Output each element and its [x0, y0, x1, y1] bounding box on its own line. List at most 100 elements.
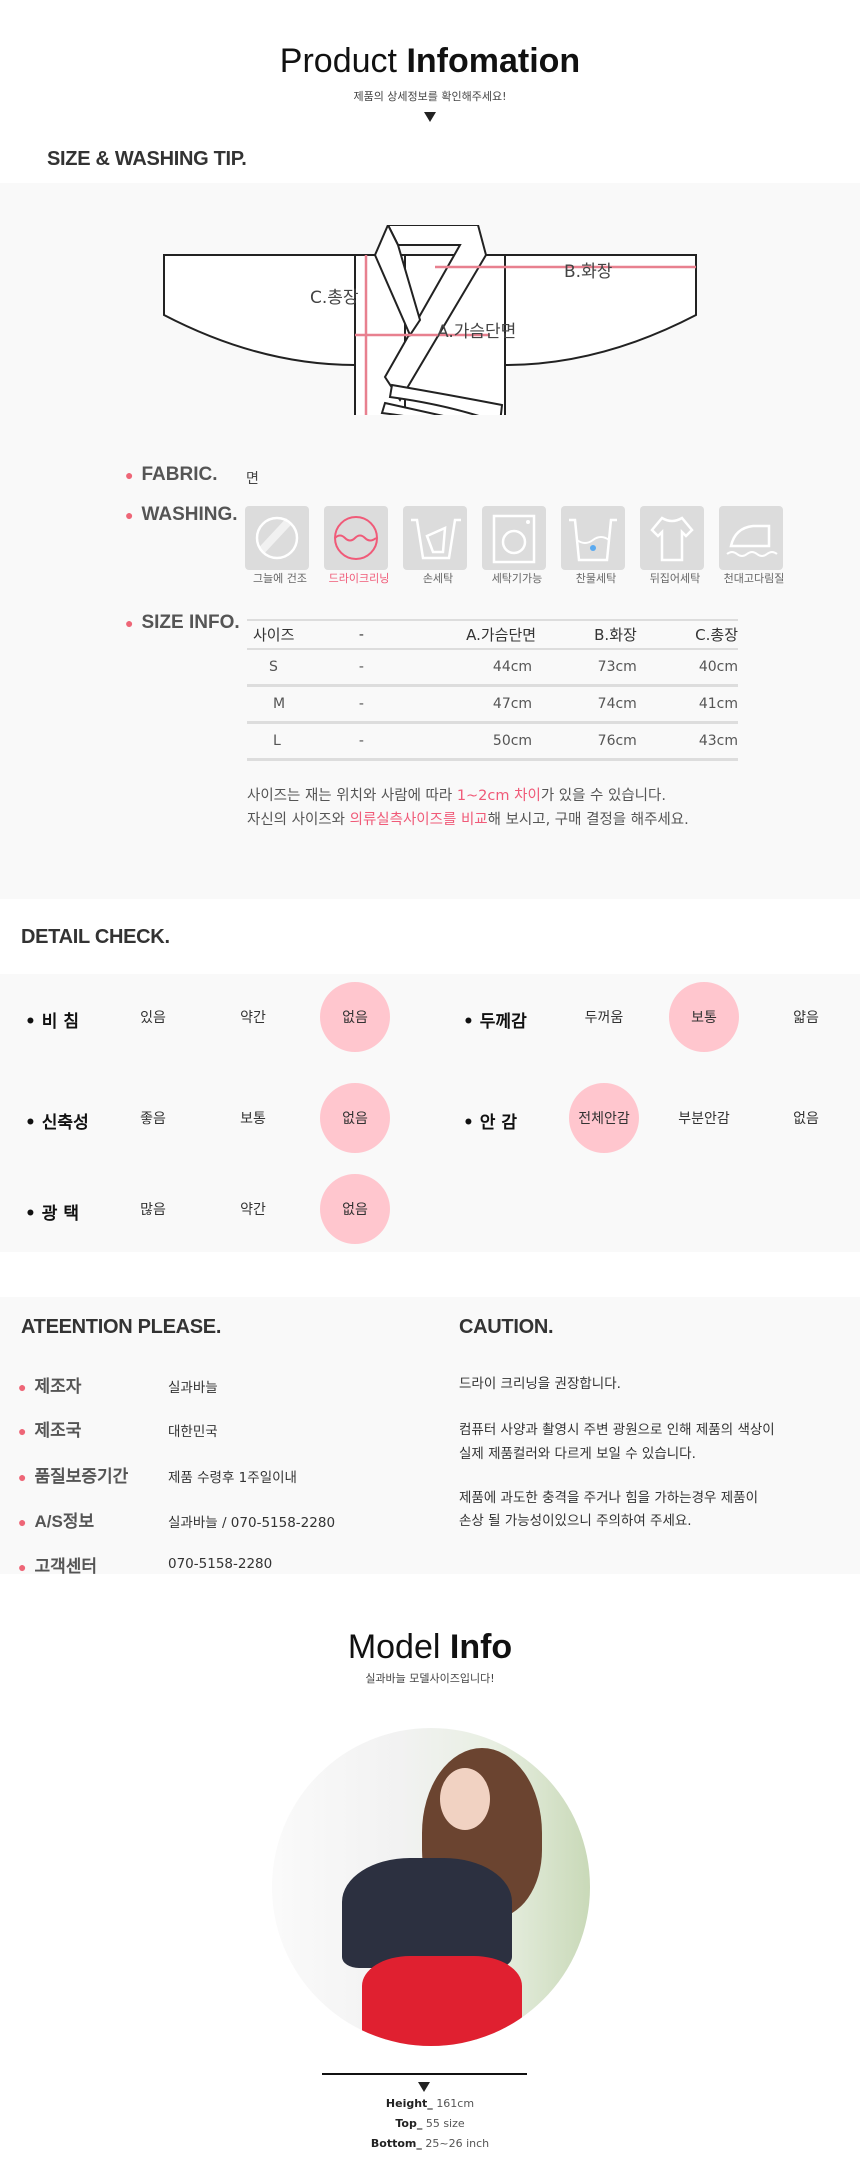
size-info-label-text: SIZE INFO. — [141, 612, 240, 633]
detail-option-text: 있음 — [140, 1010, 166, 1026]
caution-line: 드라이 크리닝을 권장합니다. — [459, 1376, 621, 1392]
table-cell: - — [358, 695, 364, 712]
washing-label: 세탁기가능 — [491, 572, 543, 585]
model-stat: Bottom_ 25~26 inch — [0, 2137, 860, 2150]
table-header-cell: - — [358, 626, 364, 643]
washing-label: ● WASHING. — [125, 504, 238, 526]
attention-label: ● 제조국 — [18, 1416, 81, 1441]
bullet-icon: • — [25, 1012, 42, 1032]
detail-label: • 비 침 — [25, 1007, 79, 1032]
table-cell: L — [273, 732, 281, 749]
washing-label: 찬물세탁 — [575, 572, 617, 585]
bullet-icon: ● — [125, 615, 134, 631]
bullet-icon: ● — [18, 1423, 27, 1439]
cold-wash: 찬물세탁 — [561, 506, 631, 586]
model-stat-value: 25~26 inch — [425, 2137, 490, 2150]
attention-label-text: A/S정보 — [34, 1512, 95, 1531]
detail-option: 약간 — [218, 1174, 288, 1244]
washing-machine: 세탁기가능 — [482, 506, 552, 586]
model-stat-key: Top_ — [395, 2117, 423, 2130]
model-jacket — [342, 1858, 512, 1968]
detail-option-selected: 전체안감 — [569, 1083, 639, 1153]
washing-machine-icon — [482, 506, 546, 570]
caution-line: 제품에 과도한 충격을 주거나 힘을 가하는경우 제품이 — [459, 1490, 758, 1506]
washing-label: 드라이크리닝 — [328, 572, 390, 585]
table-header-cell: A.가슴단면 — [466, 626, 537, 644]
table-header: 사이즈 - A.가슴단면 B.화장 C.총장 — [247, 620, 738, 649]
detail-label: • 신축성 — [25, 1108, 89, 1133]
table-cell: 41cm — [698, 695, 738, 712]
bullet-icon: • — [463, 1012, 480, 1032]
cloth-iron: 천대고다림질 — [719, 506, 789, 586]
dry-clean-icon — [324, 506, 388, 570]
detail-option-selected: 없음 — [320, 1083, 390, 1153]
shade-dry: 그늘에 건조 — [245, 506, 315, 586]
detail-label-text: 안 감 — [479, 1113, 517, 1133]
detail-option-text: 없음 — [342, 1202, 368, 1218]
detail-label: • 안 감 — [463, 1108, 517, 1133]
caution-line: 손상 될 가능성이있으니 주의하여 주세요. — [459, 1513, 692, 1529]
washing-icons: 그늘에 건조 드라이크리닝 손세탁 세탁기가능 찬물세탁 뒤집어세탁 천대고다림… — [245, 506, 789, 586]
page-title: Product Infomation — [0, 42, 860, 81]
model-skirt — [362, 1956, 522, 2046]
title-bold: Infomation — [406, 42, 581, 80]
detail-option-text: 많음 — [140, 1202, 166, 1218]
fabric-label: ● FABRIC. — [125, 464, 217, 486]
note-highlight: 의류실측사이즈를 비교 — [349, 812, 488, 828]
cold-wash-icon — [561, 506, 625, 570]
detail-option: 있음 — [118, 982, 188, 1052]
model-stat-value: 55 size — [425, 2117, 465, 2130]
detail-option: 없음 — [771, 1083, 841, 1153]
size-note-line2: 자신의 사이즈와 의류실측사이즈를 비교해 보시고, 구매 결정을 해주세요. — [247, 808, 689, 832]
cloth-iron-icon — [719, 506, 783, 570]
table-cell: 43cm — [698, 732, 738, 749]
bullet-icon: ● — [18, 1469, 27, 1485]
caution-line: 컴퓨터 사양과 촬영시 주변 광원으로 인해 제품의 색상이 — [459, 1422, 775, 1438]
down-triangle-icon — [418, 2082, 430, 2092]
fabric-value: 면 — [246, 471, 259, 487]
attention-label: ● 제조자 — [18, 1372, 81, 1397]
detail-option: 두꺼움 — [569, 982, 639, 1052]
detail-option-text: 좋음 — [140, 1111, 166, 1127]
detail-option-text: 보통 — [691, 1010, 717, 1026]
hand-wash: 손세탁 — [403, 506, 473, 586]
attention-label-text: 품질보증기간 — [34, 1467, 129, 1486]
model-stat: Height_ 161cm — [0, 2097, 860, 2110]
detail-option: 보통 — [218, 1083, 288, 1153]
washing-label: 천대고다림질 — [723, 572, 785, 585]
washing-label: 그늘에 건조 — [252, 572, 308, 585]
table-cell: 76cm — [597, 732, 637, 749]
attention-panel — [0, 1297, 860, 1574]
attention-heading: ATEENTION PLEASE. — [21, 1316, 222, 1338]
model-face — [440, 1768, 490, 1830]
detail-label: • 광 택 — [25, 1199, 79, 1224]
attention-label: ● 품질보증기간 — [18, 1462, 128, 1487]
page-subtitle: 제품의 상세정보를 확인해주세요! — [353, 90, 507, 103]
bullet-icon: ● — [125, 467, 134, 483]
attention-label-text: 제조자 — [34, 1377, 82, 1396]
table-cell: M — [273, 695, 286, 712]
table-row: M - 47cm 74cm 41cm — [247, 685, 738, 722]
detail-label-text: 두께감 — [479, 1012, 527, 1032]
detail-check-heading: DETAIL CHECK. — [21, 926, 170, 948]
diagram-label-c: C.총장 — [310, 288, 359, 308]
table-header-cell: B.화장 — [594, 626, 637, 644]
size-info-label: ● SIZE INFO. — [125, 612, 240, 634]
attention-label: ● 고객센터 — [18, 1552, 97, 1577]
title-light: Product — [279, 42, 397, 80]
attention-value: 실과바늘 / 070-5158-2280 — [168, 1515, 336, 1531]
table-cell: 47cm — [492, 695, 533, 712]
detail-label: • 두께감 — [463, 1007, 527, 1032]
size-note: 사이즈는 재는 위치와 사람에 따라 1~2cm 차이가 있을 수 있습니다. … — [247, 784, 689, 832]
detail-option-text: 부분안감 — [678, 1111, 730, 1127]
detail-option: 얇음 — [771, 982, 841, 1052]
bullet-icon: ● — [18, 1559, 27, 1575]
table-row: S - 44cm 73cm 40cm — [247, 649, 738, 685]
fabric-label-text: FABRIC. — [141, 464, 218, 485]
bullet-icon: • — [25, 1113, 42, 1133]
note-highlight: 1~2cm 차이 — [456, 788, 541, 804]
table-cell: 73cm — [597, 658, 637, 675]
diagram-label-b: B.화장 — [564, 262, 613, 282]
model-stat-key: Bottom_ — [370, 2137, 422, 2150]
detail-option: 좋음 — [118, 1083, 188, 1153]
